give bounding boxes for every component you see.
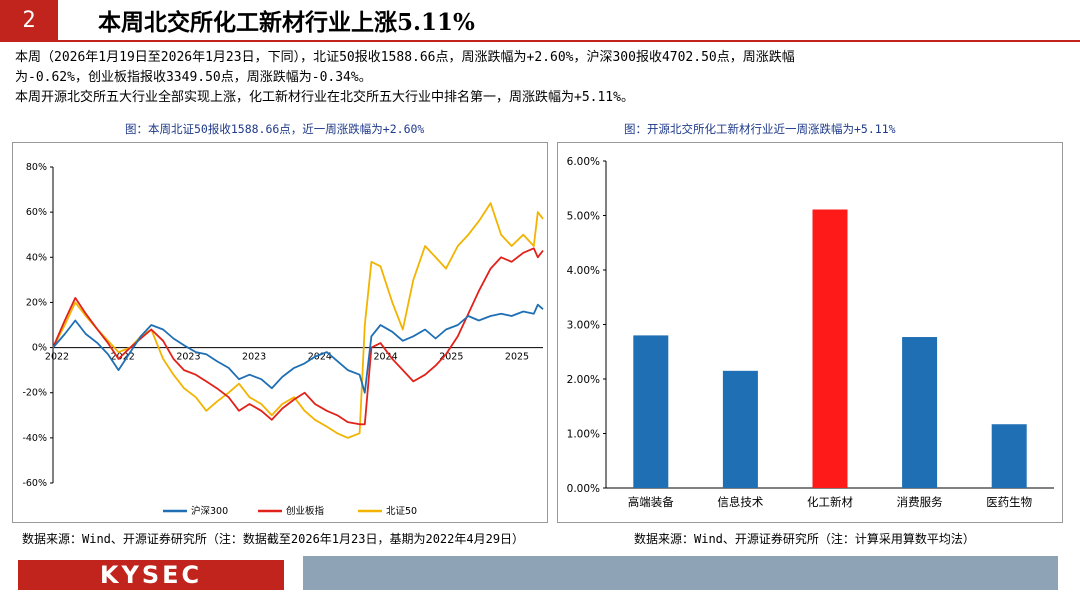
kysec-logo: KYSEC <box>18 560 284 590</box>
x-tick-label: 2025 <box>505 352 529 363</box>
category-label: 化工新材 <box>807 495 853 509</box>
y-tick-label: 2.00% <box>567 374 600 386</box>
title-divider <box>0 40 1080 42</box>
summary-line-1: 本周（2026年1月19日至2026年1月23日，下同），北证50报收1588.… <box>15 50 795 65</box>
summary-text: 本周（2026年1月19日至2026年1月23日，下同），北证50报收1588.… <box>15 48 1070 108</box>
category-label: 医药生物 <box>986 495 1032 509</box>
category-label: 高端装备 <box>628 495 674 509</box>
bar-chart-frame: 6.00% 5.00% 4.00% 3.00% 2.00% 1.00% 0.00% 高端装备… <box>557 142 1063 523</box>
right-chart-caption: 图：开源北交所化工新材行业近一周涨跌幅为+5.11% <box>624 122 896 136</box>
y-tick-label: 5.00% <box>567 211 600 223</box>
legend-label: 北证50 <box>386 506 417 517</box>
y-tick-label: 6.00% <box>567 156 600 168</box>
y-tick-label: 80% <box>26 162 47 173</box>
left-data-source: 数据来源：Wind、开源证券研究所（注：数据截至2026年1月23日，基期为20… <box>22 532 525 546</box>
series-line-csi300 <box>52 303 544 394</box>
y-tick-label: 60% <box>26 207 47 218</box>
y-tick-label: -20% <box>22 388 47 399</box>
y-tick-label: -60% <box>22 478 47 489</box>
right-data-source: 数据来源：Wind、开源证券研究所（注：计算采用算数平均法） <box>634 532 975 546</box>
x-tick-label: 2024 <box>308 352 332 363</box>
page-number: 2 <box>0 0 58 40</box>
left-chart-caption: 图：本周北证50报收1588.66点，近一周涨跌幅为+2.60% <box>125 122 425 136</box>
x-tick-label: 2025 <box>439 352 463 363</box>
y-tick-label: 0.00% <box>567 483 600 495</box>
series-line-chinext <box>52 247 544 426</box>
y-tick-label: -40% <box>22 433 47 444</box>
category-label: 消费服务 <box>897 495 943 509</box>
footer-bar <box>303 556 1058 590</box>
y-tick-label: 40% <box>26 252 47 263</box>
index-line-chart: 80% 60% 40% 20% 0% -20% -40% -60% 2022 2022 2023 2… <box>22 162 544 517</box>
category-label: 信息技术 <box>717 495 763 509</box>
legend-label: 创业板指 <box>286 505 325 517</box>
y-tick-label: 0% <box>32 343 47 354</box>
bar-4 <box>991 424 1027 488</box>
y-tick-label: 4.00% <box>567 265 600 277</box>
summary-line-2: 为-0.62%，创业板指报收3349.50点，周涨跌幅为-0.34%。 <box>15 70 372 85</box>
y-tick-label: 3.00% <box>567 320 600 332</box>
bar-2 <box>812 209 848 488</box>
y-tick-label: 1.00% <box>567 429 600 441</box>
y-tick-label: 20% <box>26 297 47 308</box>
bar-1 <box>722 370 758 488</box>
x-tick-label: 2022 <box>45 352 69 363</box>
x-tick-label: 2024 <box>373 352 397 363</box>
x-tick-label: 2023 <box>176 352 200 363</box>
industry-bar-chart: 6.00% 5.00% 4.00% 3.00% 2.00% 1.00% 0.00% 高端装备… <box>567 156 1054 509</box>
bar-0 <box>633 335 669 488</box>
legend-label: 沪深300 <box>191 505 228 517</box>
series-line-bse50 <box>52 202 544 439</box>
bar-3 <box>902 337 938 488</box>
x-tick-label: 2023 <box>242 352 266 363</box>
line-chart-frame: 80% 60% 40% 20% 0% -20% -40% -60% 2022 2022 2023 2… <box>12 142 548 523</box>
slide-title: 本周北交所化工新材行业上涨5.11% <box>98 9 475 36</box>
summary-line-3: 本周开源北交所五大行业全部实现上涨，化工新材行业在北交所五大行业中排名第一，周涨… <box>15 90 634 105</box>
x-tick-label: 2022 <box>111 352 135 363</box>
